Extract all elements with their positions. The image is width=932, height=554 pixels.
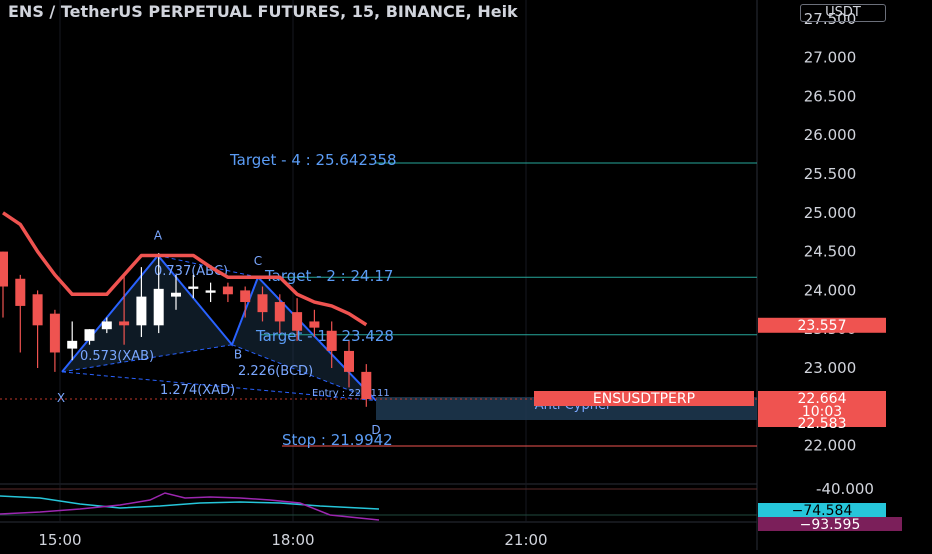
candle-body bbox=[171, 292, 181, 297]
symbol-title: ENS / TetherUS PERPETUAL FUTURES, 15, BI… bbox=[8, 2, 518, 21]
symbol-tag-label: ENSUSDTPERP bbox=[593, 391, 695, 407]
price-tick-label: 23.000 bbox=[804, 359, 857, 377]
osc-cyan-value-badge bbox=[758, 503, 886, 517]
candle-body bbox=[326, 330, 337, 351]
osc-purple-line bbox=[0, 492, 380, 521]
bar-countdown-label: 10:03 bbox=[802, 404, 842, 420]
candle-body bbox=[49, 313, 60, 353]
symbol-tag-badge bbox=[534, 391, 754, 406]
osc-tick-label: -40.000 bbox=[816, 480, 874, 498]
candle-body bbox=[15, 278, 26, 306]
entry-box-price-label: 22.583 bbox=[798, 416, 847, 432]
currency-selector[interactable]: USDT bbox=[800, 4, 886, 22]
price-tick-label: 25.500 bbox=[804, 165, 857, 183]
time-tick-label: 15:00 bbox=[38, 531, 81, 549]
entry-label: Entry : 22.7111 bbox=[312, 388, 390, 399]
pattern-point-x: X bbox=[57, 391, 65, 405]
pattern-ratio-line bbox=[61, 371, 377, 402]
candle-body bbox=[205, 290, 216, 293]
price-tick-label: 22.000 bbox=[804, 437, 857, 455]
candle-body bbox=[119, 321, 130, 326]
osc-purple-value: −93.595 bbox=[800, 517, 861, 533]
candle-body bbox=[84, 329, 95, 341]
candle-body bbox=[136, 296, 147, 326]
candle-body bbox=[274, 302, 285, 322]
candle-body bbox=[292, 312, 303, 331]
last-price-label: 22.664 bbox=[798, 391, 847, 407]
price-tick-label: 26.000 bbox=[804, 126, 857, 144]
candle-body bbox=[188, 286, 199, 289]
last-price-badge bbox=[758, 391, 886, 427]
pattern-point-b: B bbox=[234, 348, 242, 362]
stop-label: Stop : 21.9942 bbox=[282, 431, 393, 449]
pattern-point-a: A bbox=[154, 228, 163, 242]
pattern-ratio-line bbox=[231, 344, 377, 402]
price-tick-label: 27.000 bbox=[804, 49, 857, 67]
time-tick-label: 18:00 bbox=[271, 531, 314, 549]
target-2-label: Target - 2 : 24.17 bbox=[264, 267, 393, 285]
pattern-point-c: C bbox=[254, 254, 262, 268]
candle-body bbox=[0, 251, 8, 287]
pattern-ratio-line bbox=[61, 344, 233, 373]
candle-body bbox=[344, 350, 354, 372]
osc-purple-value-badge bbox=[758, 517, 902, 531]
osc-cyan-line bbox=[0, 495, 380, 510]
price-tick-label: 26.500 bbox=[804, 87, 857, 105]
candle-body bbox=[153, 288, 164, 326]
osc-cyan-value: −74.584 bbox=[792, 503, 853, 519]
ratio-bcd-label: 2.226(BCD) bbox=[238, 364, 313, 379]
target-4-label: Target - 4 : 25.642358 bbox=[229, 151, 397, 169]
candle-body bbox=[67, 340, 78, 349]
pattern-xab-fill bbox=[62, 255, 232, 372]
pattern-point-d: D bbox=[371, 423, 380, 437]
price-tick-label: 25.000 bbox=[804, 204, 857, 222]
ma-value-badge bbox=[758, 317, 886, 333]
price-tick-label: 24.000 bbox=[804, 281, 857, 299]
candle-body bbox=[222, 286, 233, 295]
candle-body bbox=[240, 290, 251, 303]
candle-body bbox=[309, 321, 320, 328]
price-tick-label: 27.500 bbox=[804, 10, 857, 28]
target-1-label: Target - 1 : 23.428 bbox=[255, 327, 394, 345]
time-tick-label: 21:00 bbox=[504, 531, 547, 549]
ratio-xab-label: 0.573(XAB) bbox=[80, 349, 154, 364]
candle-body bbox=[32, 294, 43, 326]
candle-body bbox=[101, 321, 112, 330]
candle-body bbox=[257, 294, 268, 313]
pattern-bcd-fill bbox=[232, 277, 376, 401]
ratio-xad-label: 1.274(XAD) bbox=[160, 383, 235, 398]
ma-line bbox=[2, 211, 368, 327]
ma-value-label: 23.557 bbox=[798, 318, 847, 334]
price-tick-label: 24.500 bbox=[804, 243, 857, 261]
candle-body bbox=[361, 371, 372, 400]
